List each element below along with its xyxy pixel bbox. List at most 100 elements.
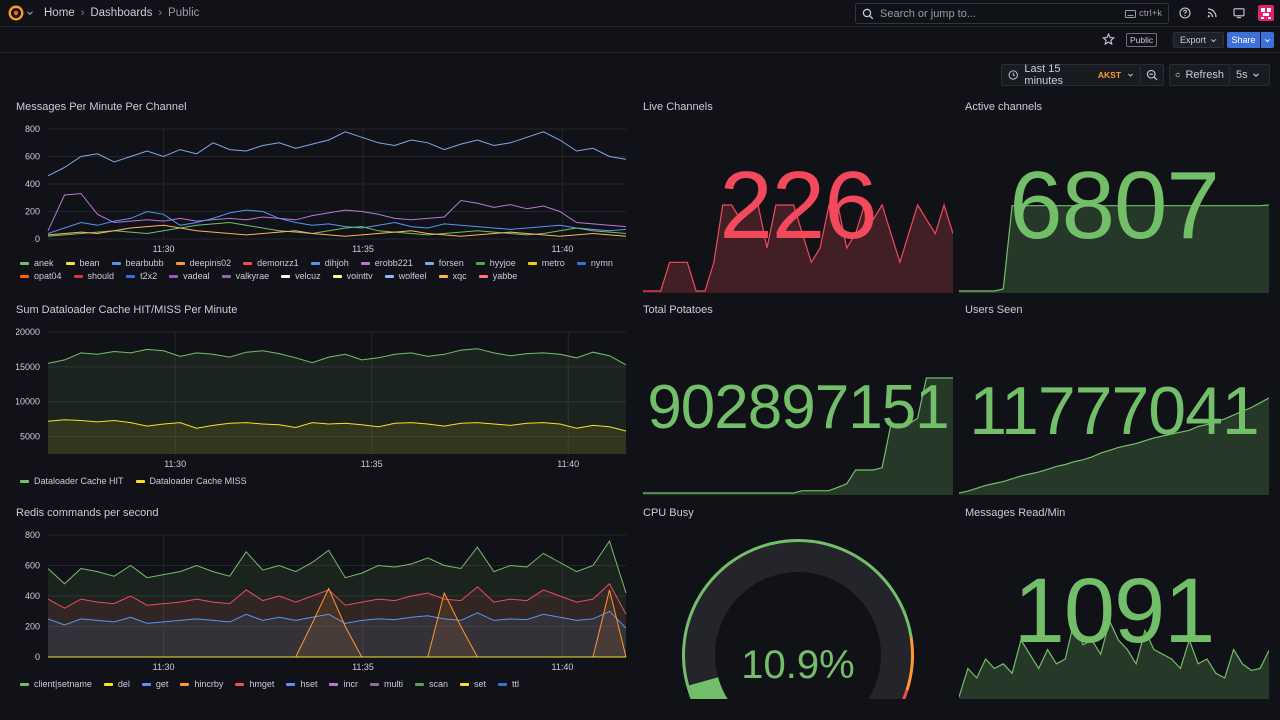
series-line: [47, 131, 627, 177]
legend-item[interactable]: hmget: [235, 679, 274, 689]
legend-item[interactable]: vointtv: [332, 271, 373, 281]
breadcrumb-home[interactable]: Home: [44, 7, 75, 19]
refresh-button[interactable]: Refresh: [1169, 64, 1230, 86]
panel-title[interactable]: Messages Read/Min: [965, 507, 1066, 519]
legend-item[interactable]: xqc: [438, 271, 467, 281]
panel-live-channels: Live Channels 226: [643, 101, 953, 293]
legend-swatch: [498, 682, 508, 686]
news-feed-icon[interactable]: [1203, 4, 1221, 22]
refresh-interval-picker[interactable]: 5s: [1230, 64, 1270, 86]
help-icon[interactable]: [1176, 4, 1194, 22]
series-area: [48, 541, 626, 657]
search-input[interactable]: Search or jump to... ctrl+k: [855, 3, 1169, 24]
legend-item[interactable]: velcuz: [281, 271, 321, 281]
legend-label: get: [155, 679, 169, 689]
legend-label: t2x2: [140, 271, 158, 281]
panel-title[interactable]: Total Potatoes: [643, 304, 713, 316]
legend-swatch: [65, 261, 75, 265]
legend-item[interactable]: deepins02: [175, 258, 231, 268]
grafana-home-button[interactable]: [8, 5, 34, 21]
dashboard-toolbar: [0, 27, 1280, 53]
clock-icon: [1008, 70, 1018, 80]
legend-swatch: [141, 682, 151, 686]
share-button[interactable]: Share: [1227, 32, 1260, 48]
legend-item[interactable]: incr: [329, 679, 358, 689]
legend-swatch: [20, 274, 29, 278]
panel-title[interactable]: Live Channels: [643, 101, 713, 113]
legend-item[interactable]: wolfeel: [384, 271, 427, 281]
star-icon[interactable]: [1101, 32, 1116, 49]
export-button[interactable]: Export: [1173, 32, 1225, 48]
panel-messages-read: Messages Read/Min 1091: [959, 507, 1269, 699]
breadcrumb-dashboards[interactable]: Dashboards: [90, 7, 153, 19]
legend-item[interactable]: forsen: [424, 258, 464, 268]
panel-title[interactable]: CPU Busy: [643, 507, 694, 519]
legend-swatch: [20, 682, 29, 686]
legend-item[interactable]: erobb221: [360, 258, 413, 268]
legend-item[interactable]: nymn: [576, 258, 613, 268]
legend-item[interactable]: t2x2: [126, 271, 157, 281]
panel-title[interactable]: Active channels: [965, 101, 1043, 113]
legend-item[interactable]: get: [141, 679, 169, 689]
legend-label: hincrby: [194, 679, 224, 689]
legend-item[interactable]: dihjoh: [310, 258, 349, 268]
refresh-icon: [1175, 72, 1180, 78]
legend-swatch: [576, 261, 586, 265]
series-line: [47, 610, 627, 629]
panel-title[interactable]: Sum Dataloader Cache HIT/MISS Per Minute: [16, 304, 238, 316]
legend-swatch: [329, 682, 339, 686]
panel-messages-per-minute: Messages Per Minute Per Channel 0 200 400 6…: [16, 101, 628, 291]
legend-item[interactable]: should: [73, 271, 114, 281]
legend-item[interactable]: anek: [20, 258, 54, 268]
x-tick-label: 11:30: [164, 459, 186, 469]
time-range-picker[interactable]: Last 15 minutes AKST: [1001, 63, 1141, 87]
legend-item[interactable]: Dataloader Cache HIT: [20, 476, 124, 486]
legend-item[interactable]: scan: [414, 679, 448, 689]
legend-swatch: [20, 261, 29, 265]
panel-title[interactable]: Messages Per Minute Per Channel: [16, 101, 187, 113]
legend-item[interactable]: bean: [65, 258, 100, 268]
share-options-button[interactable]: [1261, 32, 1274, 48]
legend-item[interactable]: Dataloader Cache MISS: [135, 476, 247, 486]
zoom-out-button[interactable]: [1141, 64, 1164, 86]
timezone-badge: AKST: [1097, 70, 1122, 80]
y-tick-label: 20000: [16, 327, 40, 337]
legend-item[interactable]: set: [460, 679, 486, 689]
y-tick-label: 200: [25, 207, 40, 217]
legend-item[interactable]: bearbubb: [111, 258, 164, 268]
breadcrumb-current: Public: [168, 7, 200, 19]
legend-item[interactable]: hset: [286, 679, 317, 689]
chart-legend: client|setname del get hincrby hmget hset incr…: [20, 679, 620, 689]
legend-item[interactable]: ttl: [498, 679, 519, 689]
stat-value: 6807: [1009, 152, 1220, 259]
legend-item[interactable]: opat04: [20, 271, 62, 281]
legend-item[interactable]: yabbe: [478, 271, 517, 281]
legend-item[interactable]: valkyrae: [221, 271, 269, 281]
sparkline: [643, 202, 953, 293]
stat-value: 10.9%: [741, 643, 855, 687]
search-shortcut-label: ctrl+k: [1139, 8, 1162, 19]
legend-item[interactable]: hincrby: [180, 679, 223, 689]
panel-title[interactable]: Users Seen: [965, 304, 1023, 316]
legend-item[interactable]: demonzz1: [243, 258, 299, 268]
legend-item[interactable]: del: [103, 679, 130, 689]
legend-swatch: [332, 274, 342, 278]
legend-item[interactable]: client|setname: [20, 679, 92, 689]
kiosk-mode-icon[interactable]: [1230, 4, 1248, 22]
legend-item[interactable]: metro: [527, 258, 565, 268]
series-area: [48, 588, 626, 657]
sparkline-line: [643, 202, 953, 292]
legend-item[interactable]: multi: [369, 679, 403, 689]
user-avatar[interactable]: [1257, 4, 1275, 22]
panel-title[interactable]: Redis commands per second: [16, 507, 159, 519]
series-area: [48, 583, 626, 657]
legend-label: client|setname: [34, 679, 92, 689]
public-tag: Public: [1126, 33, 1158, 47]
sparkline-line: [959, 618, 1269, 698]
series-line: [47, 419, 627, 432]
legend-label: ttl: [512, 679, 520, 689]
legend-item[interactable]: vadeal: [169, 271, 210, 281]
panel-total-potatoes: Total Potatoes 902897151: [643, 304, 953, 496]
legend-label: set: [474, 679, 487, 689]
legend-item[interactable]: hyyjoe: [475, 258, 516, 268]
